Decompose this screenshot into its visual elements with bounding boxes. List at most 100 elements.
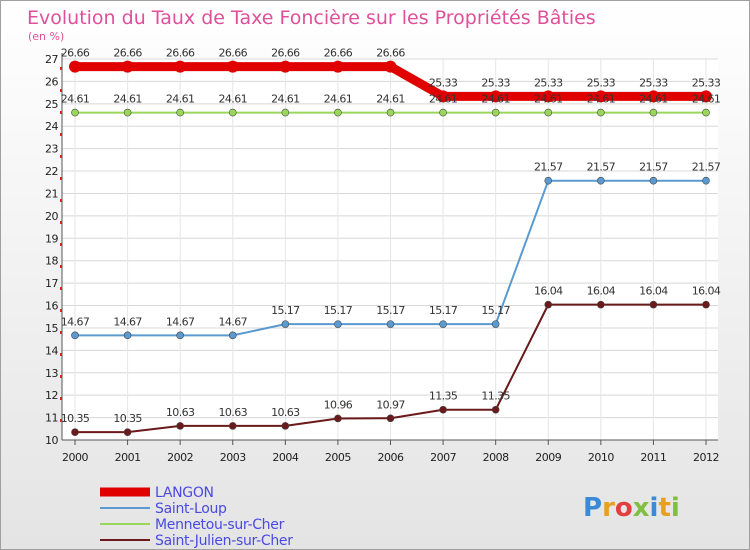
data-point bbox=[121, 60, 134, 73]
y-tick-label: 13 bbox=[45, 367, 58, 380]
data-point bbox=[702, 108, 710, 117]
y-tick-label: 21 bbox=[45, 187, 58, 200]
x-tick-label: 2010 bbox=[588, 451, 614, 464]
x-tick-label: 2002 bbox=[167, 451, 193, 464]
data-point bbox=[174, 60, 187, 73]
x-tick-label: 2001 bbox=[115, 451, 141, 464]
x-tick-label: 2005 bbox=[325, 451, 351, 464]
data-point bbox=[597, 300, 605, 309]
data-label: 25.33 bbox=[692, 76, 721, 89]
data-label: 24.61 bbox=[692, 93, 721, 106]
data-label: 15.17 bbox=[481, 304, 510, 317]
legend-label: LANGON bbox=[155, 485, 214, 501]
data-label: 24.61 bbox=[534, 93, 563, 106]
data-label: 21.57 bbox=[587, 161, 616, 174]
data-label: 24.61 bbox=[61, 93, 90, 106]
logo-letter: i bbox=[671, 493, 680, 523]
data-label: 26.66 bbox=[219, 47, 248, 60]
x-tick-label: 2007 bbox=[430, 451, 456, 464]
data-point bbox=[647, 90, 660, 103]
data-point bbox=[439, 320, 447, 328]
data-point bbox=[597, 108, 605, 117]
data-point bbox=[702, 176, 710, 185]
logo-letter: i bbox=[650, 493, 659, 523]
y-tick-label: 25 bbox=[45, 98, 58, 111]
data-point bbox=[649, 108, 658, 117]
y-tick-label: 23 bbox=[45, 143, 58, 156]
data-point bbox=[597, 176, 605, 185]
data-label: 10.63 bbox=[271, 406, 300, 419]
data-label: 26.66 bbox=[376, 47, 405, 60]
data-point bbox=[334, 414, 342, 423]
data-label: 16.04 bbox=[639, 285, 668, 298]
data-point bbox=[702, 300, 710, 309]
legend-label: Saint-Loup bbox=[155, 501, 227, 517]
data-label: 26.66 bbox=[324, 47, 353, 60]
data-point bbox=[123, 108, 132, 117]
data-point bbox=[544, 300, 553, 309]
data-point bbox=[281, 422, 290, 430]
logo-text: Proxiti bbox=[583, 493, 680, 523]
data-point bbox=[384, 60, 397, 73]
proxiti-logo: Proxiti bbox=[583, 493, 680, 523]
data-point bbox=[491, 405, 500, 414]
data-point bbox=[386, 414, 395, 423]
data-point bbox=[176, 422, 184, 430]
data-label: 24.61 bbox=[324, 93, 353, 106]
data-label: 14.67 bbox=[166, 315, 195, 328]
data-label: 21.57 bbox=[534, 161, 563, 174]
data-point bbox=[226, 60, 239, 73]
legend-label: Mennetou-sur-Cher bbox=[155, 517, 285, 533]
data-point bbox=[700, 90, 712, 103]
data-point bbox=[176, 108, 184, 117]
data-label: 24.61 bbox=[481, 93, 510, 106]
series-mennetou-sur-cher bbox=[71, 108, 710, 117]
data-point bbox=[331, 60, 344, 73]
data-point bbox=[176, 331, 184, 340]
data-label: 25.33 bbox=[481, 76, 510, 89]
x-tick-label: 2000 bbox=[62, 451, 88, 464]
y-tick-label: 19 bbox=[45, 232, 58, 245]
data-label: 25.33 bbox=[587, 76, 616, 89]
data-point bbox=[542, 90, 555, 103]
data-label: 25.33 bbox=[639, 76, 668, 89]
data-label: 25.33 bbox=[429, 76, 458, 89]
data-point bbox=[123, 331, 132, 340]
data-point bbox=[437, 90, 450, 103]
y-tick-label: 15 bbox=[45, 322, 58, 335]
data-point bbox=[228, 422, 237, 430]
series-langon bbox=[69, 60, 712, 103]
logo-letter: t bbox=[658, 493, 670, 523]
data-label: 26.66 bbox=[271, 47, 300, 60]
data-point bbox=[386, 108, 395, 117]
series-saint-loup bbox=[71, 176, 710, 340]
data-point bbox=[491, 320, 500, 328]
logo-letter: P bbox=[583, 493, 602, 523]
y-tick-label: 24 bbox=[45, 120, 58, 133]
logo-letter: r bbox=[602, 493, 615, 523]
data-label: 24.61 bbox=[429, 93, 458, 106]
data-point bbox=[594, 90, 607, 103]
x-tick-label: 2004 bbox=[272, 451, 298, 464]
series-saint-julien-sur-cher bbox=[71, 300, 710, 436]
x-tick-label: 2003 bbox=[220, 451, 246, 464]
x-tick-label: 2008 bbox=[483, 451, 509, 464]
data-point bbox=[439, 108, 447, 117]
data-point bbox=[439, 405, 447, 414]
data-label: 15.17 bbox=[376, 304, 405, 317]
data-label: 24.61 bbox=[587, 93, 616, 106]
data-point bbox=[491, 108, 500, 117]
chart-subtitle: (en %) bbox=[28, 30, 64, 43]
logo-letter: x bbox=[633, 493, 650, 523]
data-label: 11.35 bbox=[429, 390, 458, 403]
x-tick-label: 2012 bbox=[693, 451, 719, 464]
data-label: 10.63 bbox=[219, 406, 248, 419]
grid bbox=[62, 58, 718, 441]
y-tick-label: 10 bbox=[45, 434, 58, 447]
data-label: 14.67 bbox=[219, 315, 248, 328]
data-label: 16.04 bbox=[587, 285, 616, 298]
data-point bbox=[228, 331, 237, 340]
data-point bbox=[228, 108, 237, 117]
data-label: 24.61 bbox=[271, 93, 300, 106]
x-tick-label: 2006 bbox=[378, 451, 404, 464]
